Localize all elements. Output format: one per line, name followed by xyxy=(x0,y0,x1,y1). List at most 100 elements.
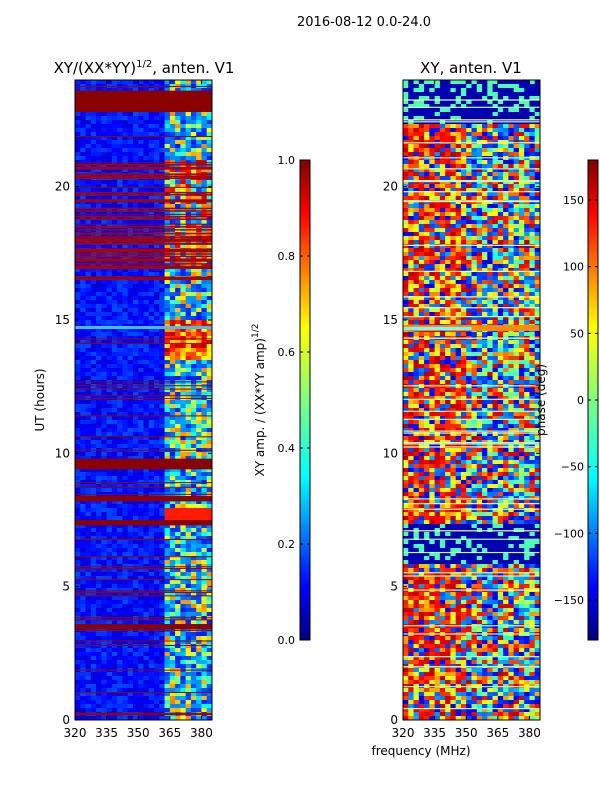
amplitude-cell xyxy=(138,436,144,441)
amplitude-cell xyxy=(190,284,197,289)
amplitude-cell xyxy=(90,452,97,457)
phase-cell xyxy=(508,96,515,101)
amplitude-cell xyxy=(138,600,144,605)
amplitude-cell xyxy=(101,688,108,693)
amplitude-cell xyxy=(122,288,129,293)
amplitude-cell xyxy=(127,612,134,617)
amplitude-cell xyxy=(169,272,176,277)
amplitude-cell xyxy=(180,280,187,285)
amplitude-cell xyxy=(85,188,92,193)
phase-cell xyxy=(408,116,415,121)
amplitude-cell xyxy=(85,428,92,433)
amplitude-cell xyxy=(122,620,129,625)
amplitude-cell xyxy=(196,504,202,509)
amplitude-cell xyxy=(106,204,113,209)
phase-cell xyxy=(534,100,540,105)
amplitude-cell xyxy=(148,288,155,293)
amplitude-cell xyxy=(90,152,97,157)
amplitude-cell xyxy=(111,328,118,333)
amplitude-cell xyxy=(117,332,123,337)
phase-cell xyxy=(439,112,446,117)
amplitude-cell xyxy=(196,412,202,417)
amplitude-cell xyxy=(132,80,139,85)
amplitude-cell xyxy=(75,256,81,261)
amplitude-cell xyxy=(111,648,118,653)
amplitude-cell xyxy=(190,524,197,529)
amplitude-cell xyxy=(175,132,181,137)
amplitude-cell xyxy=(85,528,92,533)
amplitude-cell xyxy=(180,560,187,565)
amplitude-cell xyxy=(201,692,208,697)
amplitude-cell xyxy=(148,128,155,133)
amplitude-cell xyxy=(164,404,171,409)
amplitude-cell xyxy=(138,596,144,601)
amplitude-cell xyxy=(143,588,150,593)
amplitude-flag-line xyxy=(75,266,212,269)
phase-cell xyxy=(503,104,509,109)
amplitude-flag-line xyxy=(75,223,212,225)
phase-cell xyxy=(476,80,483,85)
amplitude-cell xyxy=(143,512,150,517)
amplitude-cell xyxy=(138,272,144,277)
amplitude-cell xyxy=(127,600,134,605)
phase-cell xyxy=(471,152,478,157)
amplitude-cell xyxy=(90,316,97,321)
phase-cell xyxy=(518,100,525,105)
amplitude-cell xyxy=(196,444,202,449)
amplitude-cell xyxy=(132,536,139,541)
amplitude-cell xyxy=(96,160,102,165)
phase-cell xyxy=(424,80,430,85)
amplitude-cell xyxy=(175,320,181,325)
phase-cell xyxy=(476,128,483,133)
amplitude-cell xyxy=(90,124,97,129)
amplitude-cell xyxy=(75,156,81,161)
amplitude-cell xyxy=(175,608,181,613)
amplitude-cell xyxy=(201,152,208,157)
phase-cell xyxy=(418,152,425,157)
amplitude-cell xyxy=(206,484,212,489)
amplitude-cell xyxy=(85,600,92,605)
phase-cell xyxy=(508,164,515,169)
amplitude-cell xyxy=(154,284,160,289)
amplitude-cell xyxy=(80,392,87,397)
amplitude-cell xyxy=(127,608,134,613)
amplitude-cell xyxy=(85,576,92,581)
amplitude-cell xyxy=(180,540,187,545)
amplitude-cell xyxy=(180,368,187,373)
amplitude-cell xyxy=(127,216,134,221)
phase-cell xyxy=(513,168,520,173)
amplitude-cell xyxy=(122,284,129,289)
amplitude-cell xyxy=(85,404,92,409)
amplitude-cell xyxy=(169,204,176,209)
amplitude-cell xyxy=(117,632,123,637)
amplitude-cell xyxy=(196,124,202,129)
amplitude-cell xyxy=(169,424,176,429)
amplitude-cell xyxy=(169,184,176,189)
phase-cell xyxy=(460,168,467,173)
amplitude-cell xyxy=(75,452,81,457)
amplitude-cell xyxy=(85,648,92,653)
amplitude-cell xyxy=(175,128,181,133)
amplitude-flag-line xyxy=(75,486,212,488)
amplitude-cell xyxy=(122,652,129,657)
phase-cell xyxy=(471,96,478,101)
amplitude-cell xyxy=(101,608,108,613)
amplitude-cell xyxy=(117,80,123,85)
phase-cell xyxy=(418,148,425,153)
amplitude-cell xyxy=(180,364,187,369)
amplitude-cell xyxy=(75,592,81,597)
amplitude-cell xyxy=(206,632,212,637)
amplitude-cell xyxy=(101,428,108,433)
phase-cell xyxy=(492,116,499,121)
amplitude-cell xyxy=(206,472,212,477)
amplitude-cell xyxy=(85,352,92,357)
amplitude-cell xyxy=(101,432,108,437)
amplitude-cell xyxy=(132,120,139,125)
amplitude-cell xyxy=(111,220,118,225)
amplitude-cell xyxy=(80,424,87,429)
amplitude-cell xyxy=(96,112,102,117)
amplitude-cell xyxy=(154,660,160,665)
amplitude-cell xyxy=(106,716,113,720)
amplitude-cell xyxy=(154,256,160,261)
amplitude-cell xyxy=(190,696,197,701)
